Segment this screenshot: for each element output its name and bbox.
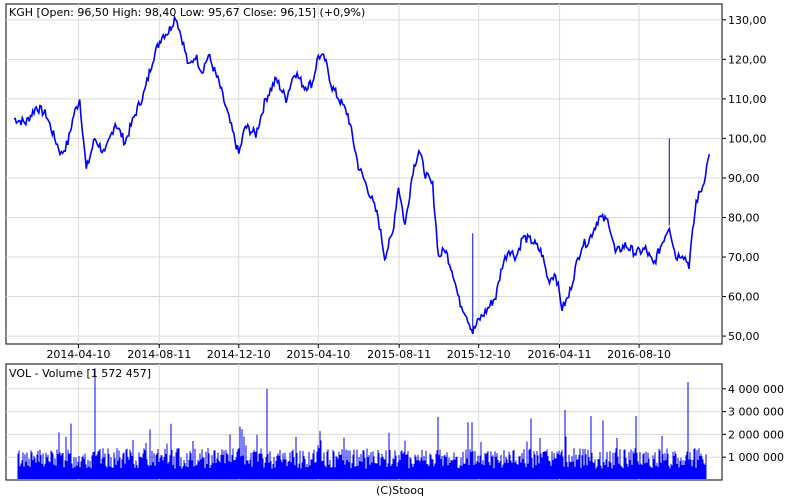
volume-y-tick-label: 2 000 000 <box>728 428 784 441</box>
volume-y-tick-label: 4 000 000 <box>728 383 784 396</box>
x-tick-label: 2014-08-11 <box>127 348 191 361</box>
x-tick-label: 2016-04-11 <box>528 348 592 361</box>
volume-y-tick-label: 3 000 000 <box>728 406 784 419</box>
x-tick-label: 2014-12-10 <box>207 348 271 361</box>
price-y-tick-label: 50,00 <box>728 330 760 343</box>
footer-credit: (C)Stooq <box>375 484 424 497</box>
volume-bars <box>17 368 707 479</box>
volume-header: VOL - Volume [1 572 457] <box>9 367 151 380</box>
x-tick-label: 2015-08-11 <box>367 348 431 361</box>
price-x-axis: 2014-04-10 2014-08-11 2014-12-10 2015-04-10… <box>46 344 671 361</box>
volume-y-tick-label: 1 000 000 <box>728 451 784 464</box>
price-y-tick-label: 100,00 <box>728 132 767 145</box>
price-y-tick-label: 120,00 <box>728 53 767 66</box>
price-y-tick-label: 60,00 <box>728 291 760 304</box>
price-y-tick-label: 90,00 <box>728 172 760 185</box>
price-line <box>13 14 711 335</box>
x-tick-label: 2014-04-10 <box>46 348 110 361</box>
price-series <box>13 14 711 335</box>
price-y-tick-label: 130,00 <box>728 14 767 27</box>
price-y-tick-label: 110,00 <box>728 93 767 106</box>
price-panel <box>5 3 723 345</box>
x-tick-label: 2015-04-10 <box>286 348 350 361</box>
price-header: KGH [Open: 96,50 High: 98,40 Low: 95,67 … <box>9 6 365 19</box>
x-tick-label: 2015-12-10 <box>447 348 511 361</box>
x-tick-label: 2016-08-10 <box>607 348 671 361</box>
price-y-tick-label: 70,00 <box>728 251 760 264</box>
volume-y-axis: 1 000 000 2 000 000 3 000 000 4 000 000 <box>722 383 784 464</box>
price-y-tick-label: 80,00 <box>728 211 760 224</box>
price-y-axis: 50,00 60,00 70,00 80,00 90,00 100,00 110,00 120… <box>722 14 767 343</box>
